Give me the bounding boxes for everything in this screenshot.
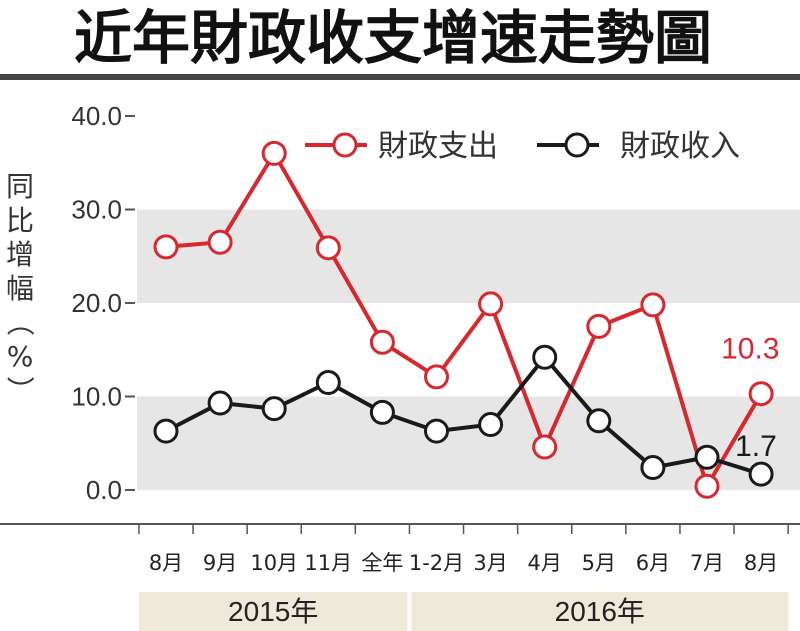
data-point: [424, 364, 449, 390]
data-label: 1.7: [735, 430, 777, 463]
legend-marker: [564, 132, 590, 158]
y-tick-label: 20.0: [71, 288, 122, 318]
y-label-char: 增: [6, 238, 34, 271]
legend-marker: [332, 132, 358, 158]
legend-label: 財政收入: [620, 129, 740, 164]
x-tick-label: 5月: [582, 551, 616, 575]
data-point: [153, 418, 179, 444]
y-tick-label: 0.0: [86, 475, 122, 505]
data-point: [153, 234, 179, 260]
data-point: [207, 390, 233, 416]
x-tick-label: 6月: [636, 551, 670, 575]
data-point: [424, 418, 449, 444]
year-label: 2015年: [228, 596, 318, 627]
legend: 財政支出 財政收入: [305, 129, 740, 164]
grid-band-0: [137, 396, 800, 490]
year-bar: 2015年 2016年: [138, 592, 789, 631]
chart-title: 近年財政收支增速走勢圖: [74, 4, 712, 72]
x-tick-label: 1-2月: [409, 551, 464, 575]
y-label-char: （: [3, 308, 36, 336]
y-label-char: 同: [6, 170, 34, 203]
data-point: [369, 329, 395, 355]
series-1: [153, 344, 774, 487]
data-point: [748, 461, 774, 487]
y-label-char: ）: [3, 376, 36, 404]
data-point: [478, 412, 504, 438]
data-point: [315, 369, 341, 395]
y-axis: 0.0 10.0 20.0 30.0 40.0: [71, 101, 135, 505]
x-tick-label: 9月: [203, 551, 237, 575]
legend-item: 財政支出: [305, 129, 498, 164]
x-tick-label: 11月: [304, 551, 352, 575]
year-band: [138, 592, 408, 631]
data-point: [532, 344, 558, 370]
x-tick-label: 8月: [744, 551, 778, 575]
title-rule: [0, 74, 800, 80]
legend-item: 財政收入: [537, 129, 740, 164]
data-point: [694, 444, 720, 470]
year-label: 2016年: [555, 596, 645, 627]
y-label-char: %: [7, 340, 34, 373]
x-tick-label: 7月: [690, 551, 724, 575]
legend-label: 財政支出: [378, 129, 498, 164]
x-tick-label: 4月: [528, 551, 562, 575]
x-tick-label: 3月: [473, 551, 507, 575]
y-tick-label: 40.0: [71, 101, 122, 131]
data-point: [532, 434, 558, 460]
x-axis: 8月 9月 10月 11月 全年 1-2月 3月 4月 5月 6月 7月 8月: [0, 523, 800, 575]
grid-bands: [137, 209, 800, 490]
grid-band-1: [137, 209, 800, 303]
data-point: [261, 396, 287, 422]
x-tick-label: 10月: [250, 551, 298, 575]
y-tick-label: 10.0: [71, 382, 122, 412]
data-point: [261, 140, 287, 166]
data-point: [207, 229, 233, 255]
data-point: [586, 408, 612, 434]
y-tick-label: 30.0: [71, 195, 122, 225]
data-point: [586, 313, 612, 339]
series-line: [165, 151, 763, 489]
data-point: [369, 399, 395, 425]
data-point: [694, 473, 720, 499]
annotations: 10.3 1.7: [721, 333, 779, 463]
year-band: [411, 592, 789, 631]
data-point: [315, 235, 341, 261]
x-tick-label: 全年: [361, 551, 403, 575]
data-point: [748, 381, 774, 407]
y-label-char: 比: [6, 204, 34, 237]
data-label: 10.3: [721, 333, 779, 366]
data-point: [640, 292, 666, 318]
data-point: [478, 291, 504, 317]
data-point: [640, 455, 666, 481]
x-tick-label: 8月: [149, 551, 183, 575]
series-layer: [153, 140, 774, 499]
y-label-char: 幅: [6, 272, 34, 305]
series-0: [153, 140, 774, 499]
